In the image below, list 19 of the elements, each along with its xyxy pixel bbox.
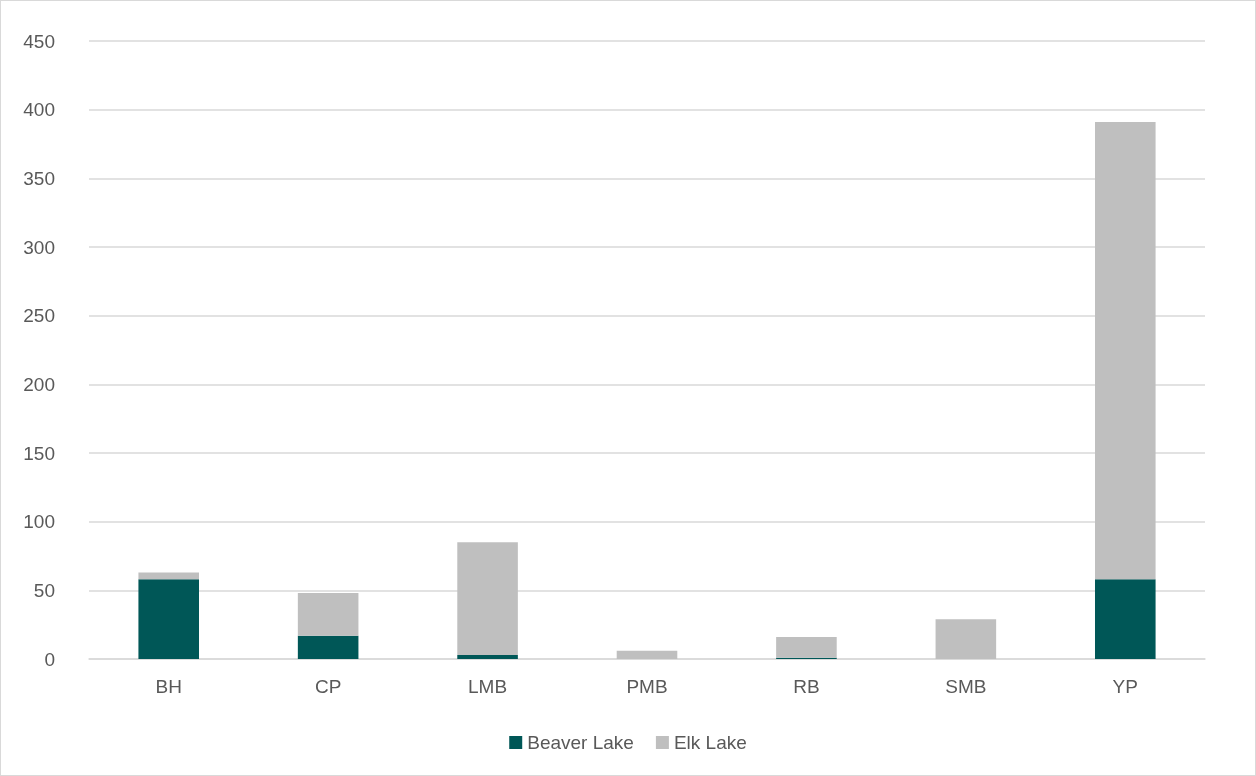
y-tick-label: 0 — [44, 648, 55, 670]
legend-label: Elk Lake — [673, 732, 747, 753]
y-tick-label: 450 — [23, 30, 55, 52]
y-tick-label: 150 — [23, 442, 55, 464]
y-tick-label: 350 — [23, 167, 55, 189]
x-tick-label: LMB — [468, 676, 508, 697]
x-tick-label: BH — [155, 676, 182, 697]
legend-label: Beaver Lake — [527, 732, 634, 753]
y-tick-label: 400 — [23, 99, 55, 121]
x-tick-label: SMB — [945, 676, 987, 697]
y-tick-label: 100 — [23, 511, 55, 533]
y-tick-label: 50 — [33, 579, 55, 601]
x-tick-label: YP — [1112, 676, 1138, 697]
y-tick-label: 250 — [23, 305, 55, 327]
y-tick-label: 300 — [23, 236, 55, 258]
x-tick-label: PMB — [626, 676, 668, 697]
x-tick-label: RB — [793, 676, 820, 697]
x-tick-label: CP — [314, 676, 342, 697]
y-tick-label: 200 — [23, 373, 55, 395]
